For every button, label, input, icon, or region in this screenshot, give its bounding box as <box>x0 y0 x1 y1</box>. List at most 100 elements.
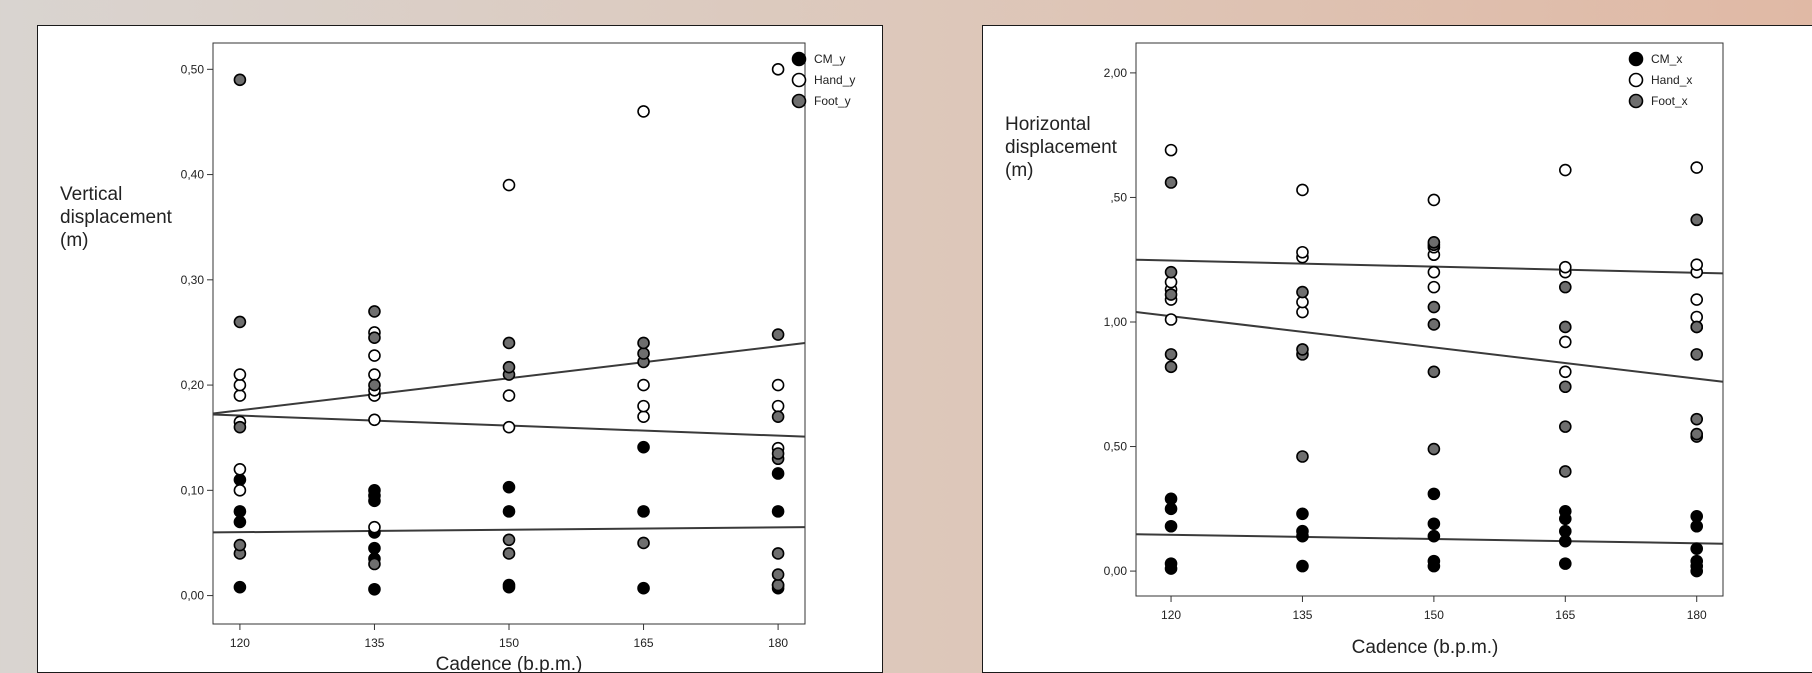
cm-y-point <box>368 582 381 596</box>
x-axis-label: Cadence (b.p.m.) <box>436 654 583 673</box>
x-tick-label: 150 <box>499 636 519 650</box>
hand-x-point <box>1558 335 1572 349</box>
legend-label: Foot_x <box>1651 94 1688 108</box>
hand-y-point <box>368 368 381 381</box>
hand-y-point <box>637 410 650 423</box>
y-tick-label: ,50 <box>1110 190 1127 204</box>
cm-y-point <box>368 541 381 555</box>
legend-marker <box>1628 72 1644 88</box>
hand-y-point <box>502 178 516 192</box>
cm-x-point <box>1427 529 1441 543</box>
plot-frame <box>1135 42 1724 597</box>
cm-y-point <box>502 480 516 494</box>
y-tick-label: 1,00 <box>1104 315 1128 329</box>
vertical-displacement-plot: 0,00 0,10 0,20 0,30 0,40 0,50 120 135 150 165 180 V… <box>60 42 855 673</box>
foot-y-point <box>233 315 247 329</box>
foot-y-point <box>233 538 247 552</box>
legend-label: Foot_y <box>814 94 851 108</box>
foot-x-point <box>1690 427 1704 441</box>
cm-y-point <box>233 580 247 594</box>
foot-x-point <box>1690 412 1704 426</box>
cm-x-point <box>1690 509 1704 523</box>
x-tick-label: 120 <box>230 636 250 650</box>
vertical-displacement-chart: 0,00 0,10 0,20 0,30 0,40 0,50 120 135 150 165 180 V… <box>37 25 883 673</box>
cm-x-point <box>1558 557 1572 570</box>
cm-y-point <box>637 440 650 454</box>
cm-x-point <box>1558 524 1572 538</box>
y-tick-label: 0,10 <box>181 483 205 497</box>
hand-x-point <box>1296 183 1309 197</box>
foot-x-point <box>1164 288 1178 301</box>
foot-y-point <box>637 336 650 350</box>
cm-x-point <box>1296 524 1309 538</box>
cm-y-point <box>233 515 247 529</box>
foot-y-point <box>502 336 516 350</box>
hand-y-point <box>368 349 381 362</box>
hand-x-point <box>1558 163 1572 177</box>
legend-marker <box>791 93 807 109</box>
foot-y-point <box>637 347 650 360</box>
x-tick-label: 135 <box>364 636 384 650</box>
cm-y-point <box>637 505 650 518</box>
foot-y-point <box>502 533 516 547</box>
hand-x-point <box>1296 245 1309 259</box>
foot-x-point <box>1558 280 1572 294</box>
cm-x-point <box>1296 507 1309 521</box>
foot-y-point <box>771 447 785 460</box>
foot-y-point <box>233 420 247 434</box>
foot-x-point <box>1558 320 1572 334</box>
foot-x-point <box>1558 380 1572 394</box>
foot-x-point <box>1558 465 1572 478</box>
hand-x-point <box>1558 260 1572 274</box>
legend-marker <box>1628 51 1644 67</box>
y-axis-label: Vertical displacement (m) <box>60 184 173 251</box>
hand-x-point <box>1690 258 1704 271</box>
hand-y-point <box>233 378 247 392</box>
hand-x-point <box>1558 365 1572 379</box>
foot-x-point <box>1296 450 1309 463</box>
cm-x-point <box>1427 517 1441 531</box>
hand-y-point <box>771 63 785 76</box>
hand-x-point <box>1164 143 1178 157</box>
hand-y-point <box>233 462 247 476</box>
foot-y-point <box>502 547 516 560</box>
y-tick-label: 0,40 <box>181 168 205 182</box>
hand-x-point <box>1427 265 1441 279</box>
hand-y-point <box>233 389 247 402</box>
foot-x-point <box>1164 348 1178 361</box>
foot-y-point <box>771 568 785 581</box>
foot-x-point <box>1296 343 1309 356</box>
hand-x-point <box>1427 280 1441 294</box>
legend-label: Hand_x <box>1651 73 1692 87</box>
cm-y-point <box>233 473 247 487</box>
foot-y-point <box>771 578 785 592</box>
cm-y-point <box>368 484 381 497</box>
x-tick-label: 135 <box>1292 608 1312 622</box>
legend-label: Hand_y <box>814 73 855 87</box>
foot-y-point <box>368 378 381 392</box>
foot-x-point <box>1296 285 1309 299</box>
foot-x-point <box>1427 442 1441 456</box>
hand-y-point <box>233 368 247 381</box>
cm-x-point <box>1690 542 1704 555</box>
foot-y-point <box>368 305 381 318</box>
x-axis-label: Cadence (b.p.m.) <box>1352 637 1499 658</box>
y-tick-label: 0,50 <box>1104 440 1128 454</box>
foot-y-point <box>233 73 247 87</box>
cm-x-point <box>1558 505 1572 518</box>
foot-x-point <box>1690 320 1704 334</box>
y-tick-label: 0,20 <box>181 378 205 392</box>
foot-y-point <box>771 547 785 560</box>
foot-x-point <box>1427 365 1441 379</box>
foot-x-point <box>1690 213 1704 227</box>
cm-x-point <box>1427 554 1441 568</box>
legend-marker <box>1628 93 1644 109</box>
foot-y-point <box>368 557 381 571</box>
cm-y-point <box>771 505 785 518</box>
hand-x-point <box>1690 293 1704 306</box>
y-tick-label: 0,50 <box>181 62 205 76</box>
hand-y-point <box>637 378 650 392</box>
cm-x-point <box>1164 492 1178 506</box>
foot-x-point <box>1558 420 1572 433</box>
hand-x-point <box>1427 193 1441 207</box>
